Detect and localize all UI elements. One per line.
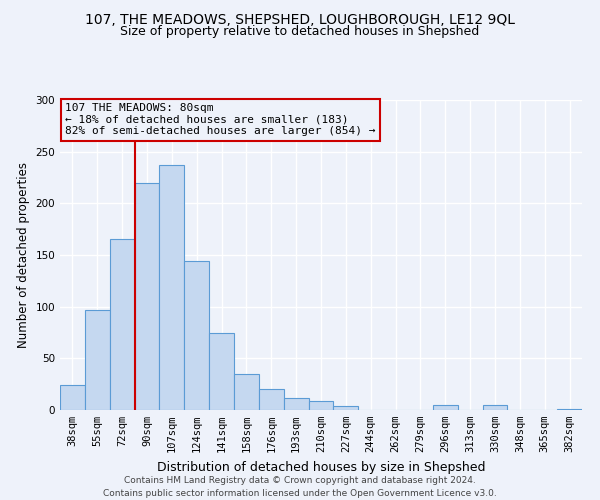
Bar [259,390,284,410]
Bar [334,406,358,410]
Bar [557,409,582,410]
Bar [209,332,234,410]
Bar [134,182,160,410]
Bar [160,165,184,410]
Bar [110,240,134,410]
Y-axis label: Number of detached properties: Number of detached properties [17,162,30,348]
Text: 107, THE MEADOWS, SHEPSHED, LOUGHBOROUGH, LE12 9QL: 107, THE MEADOWS, SHEPSHED, LOUGHBOROUGH… [85,12,515,26]
Bar [482,405,508,410]
Text: 107 THE MEADOWS: 80sqm
← 18% of detached houses are smaller (183)
82% of semi-de: 107 THE MEADOWS: 80sqm ← 18% of detached… [65,103,376,136]
Bar [60,385,85,410]
Bar [308,400,334,410]
Bar [433,405,458,410]
Text: Contains HM Land Registry data © Crown copyright and database right 2024.
Contai: Contains HM Land Registry data © Crown c… [103,476,497,498]
Bar [284,398,308,410]
Bar [85,310,110,410]
X-axis label: Distribution of detached houses by size in Shepshed: Distribution of detached houses by size … [157,460,485,473]
Bar [234,374,259,410]
Bar [184,261,209,410]
Text: Size of property relative to detached houses in Shepshed: Size of property relative to detached ho… [121,25,479,38]
